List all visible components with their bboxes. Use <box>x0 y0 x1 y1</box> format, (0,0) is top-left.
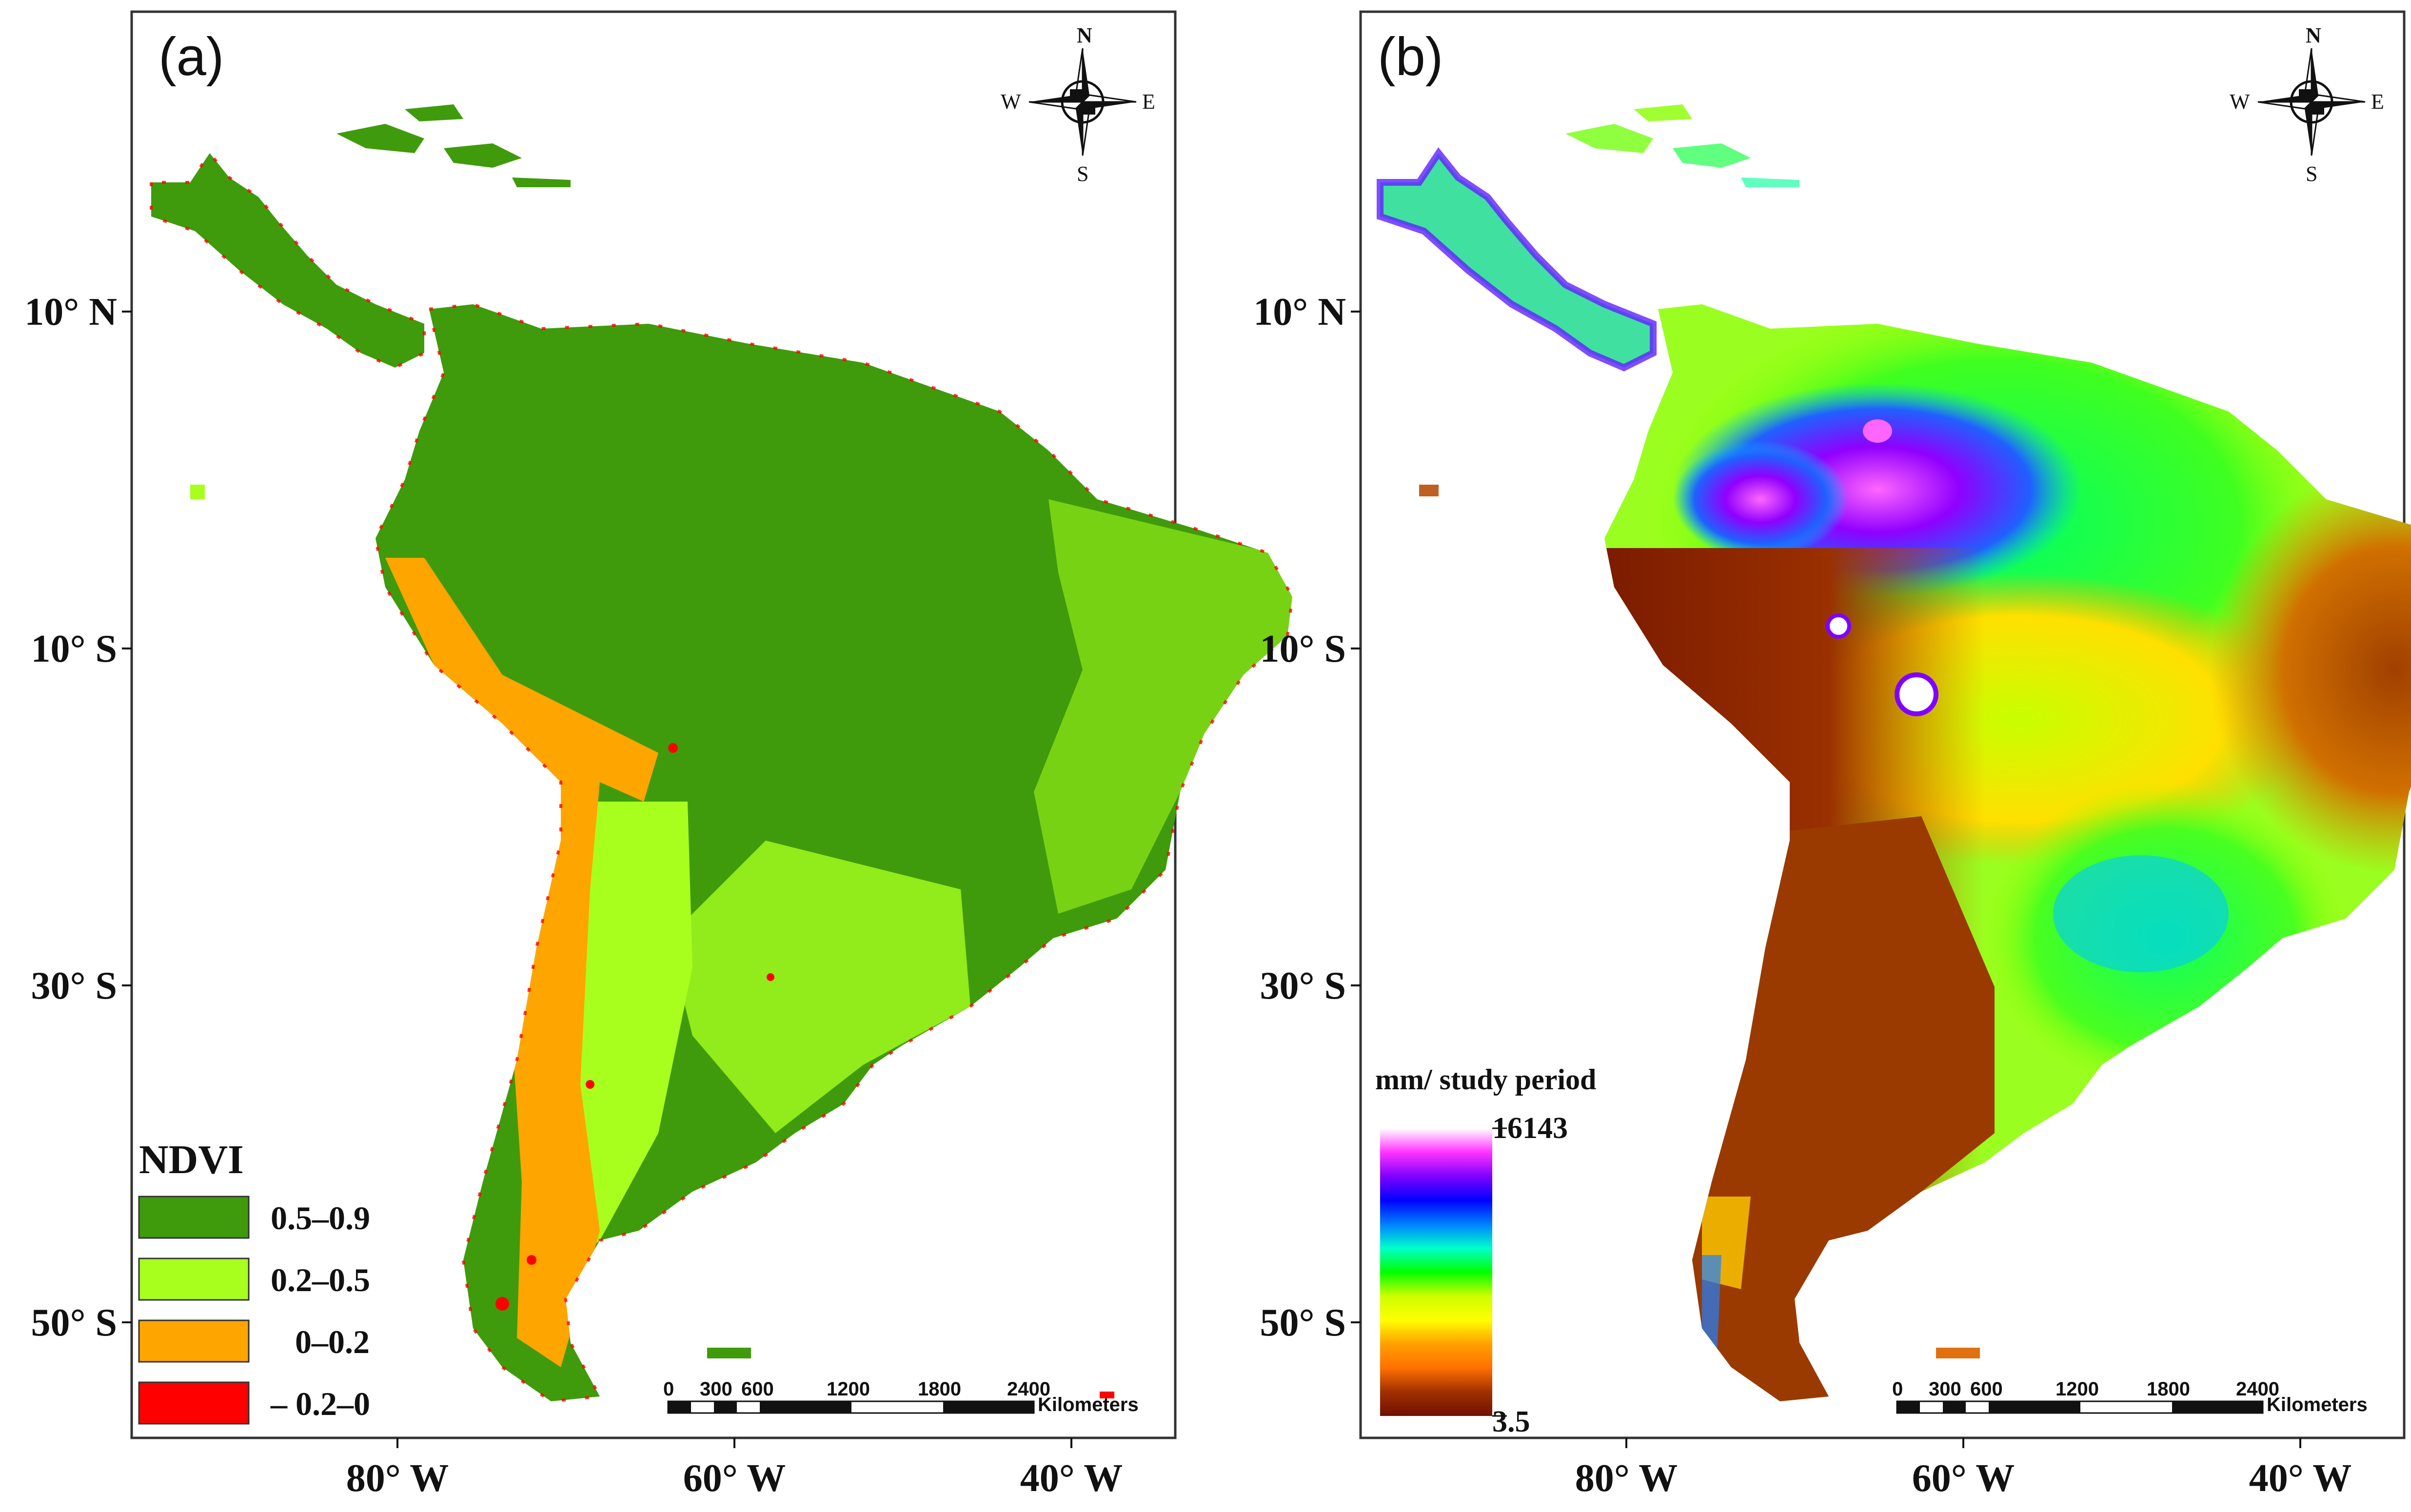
compass-east: E <box>2371 90 2384 114</box>
compass-south: S <box>2306 162 2317 186</box>
scale-label: 0 <box>663 1378 674 1400</box>
y-tick-label: 10° N <box>24 291 117 334</box>
colorbar-min-label: 3.5 <box>1492 1405 1530 1438</box>
y-tick-label: 30° S <box>1260 964 1346 1007</box>
legend-item-label: 0.5–0.9 <box>271 1199 370 1237</box>
legend-item-label: – 0.2–0 <box>270 1385 370 1422</box>
y-tick-label: 10° N <box>1253 291 1346 334</box>
compass-north: N <box>2306 23 2321 47</box>
x-tick-label: 80° W <box>346 1457 449 1500</box>
scale-label: 2400 <box>1007 1378 1050 1400</box>
x-tick-label: 40° W <box>2249 1457 2352 1500</box>
compass-west: W <box>2230 90 2250 114</box>
x-tick-label: 60° W <box>1912 1457 2015 1500</box>
y-tick-label: 50° S <box>1260 1301 1346 1344</box>
y-tick-labels-b: 10° N 10° S 30° S 50° S <box>1253 291 1346 1344</box>
scale-label: 0 <box>1892 1378 1903 1400</box>
compass-east: E <box>1142 90 1155 114</box>
x-tick-label: 40° W <box>1020 1457 1123 1500</box>
legend-item: – 0.2–0 <box>138 1381 370 1425</box>
colorbar-gradient <box>1380 1128 1492 1416</box>
y-tick-label: 10° S <box>1260 628 1346 670</box>
scale-unit: Kilometers <box>2267 1394 2368 1415</box>
scale-label: 1800 <box>2147 1378 2190 1400</box>
y-tick-label: 10° S <box>31 628 117 670</box>
scale-label: 600 <box>1970 1378 2003 1400</box>
axis-ticks-b <box>1351 311 2301 1448</box>
x-tick-labels-b: 80° W 60° W 40° W <box>1575 1457 2352 1500</box>
scale-bar: 0 300 600 1200 1800 2400 Kilometers <box>1892 1378 2368 1415</box>
legend-item: 0–0.2 <box>138 1319 370 1363</box>
panel-a-ndvi-map: (a) N S E W NDVI 0.5–0.9 <box>130 10 1292 1439</box>
scale-label: 300 <box>700 1378 732 1400</box>
x-tick-label: 60° W <box>683 1457 786 1500</box>
precipitation-colorbar: mm/ study period 16143 3.5 <box>1375 1063 1596 1438</box>
scale-label: 1800 <box>918 1378 961 1400</box>
scale-label: 600 <box>741 1378 774 1400</box>
y-tick-label: 50° S <box>31 1301 117 1344</box>
ndvi-land <box>151 104 1292 1401</box>
legend-item: 0.2–0.5 <box>138 1257 370 1301</box>
x-tick-label: 80° W <box>1575 1457 1678 1500</box>
legend-title: NDVI <box>139 1137 244 1182</box>
scale-label: 300 <box>1929 1378 1961 1400</box>
legend-item: 0.5–0.9 <box>138 1196 370 1239</box>
y-tick-labels-a: 10° N 10° S 30° S 50° S <box>24 291 117 1344</box>
y-tick-label: 30° S <box>31 964 117 1007</box>
colorbar-max-label: 16143 <box>1492 1112 1568 1145</box>
scale-label: 1200 <box>2055 1378 2099 1400</box>
compass-north: N <box>1077 23 1092 47</box>
axis-ticks-a <box>122 311 1072 1448</box>
colorbar-title: mm/ study period <box>1375 1063 1596 1096</box>
scale-bar: 0 300 600 1200 1800 2400 Kilometers <box>663 1378 1139 1415</box>
legend-item-label: 0–0.2 <box>295 1323 370 1360</box>
panel-label: (a) <box>158 27 224 87</box>
ndvi-legend: NDVI 0.5–0.9 0.2–0.5 0–0.2 – 0.2–0 <box>138 1137 370 1425</box>
panel-b-precipitation-map: (b) N S E W mm/ study period 16143 3.5 <box>1359 10 2411 1439</box>
x-tick-labels-a: 80° W 60° W 40° W <box>346 1457 1123 1500</box>
compass-rose-icon: N S E W <box>2230 23 2384 186</box>
scale-label: 2400 <box>2236 1378 2279 1400</box>
compass-west: W <box>1001 90 1021 114</box>
compass-rose-icon: N S E W <box>1001 23 1155 186</box>
scale-unit: Kilometers <box>1038 1394 1139 1415</box>
compass-south: S <box>1077 162 1088 186</box>
scale-label: 1200 <box>827 1378 870 1400</box>
panel-label: (b) <box>1378 27 1443 87</box>
legend-item-label: 0.2–0.5 <box>271 1261 370 1298</box>
